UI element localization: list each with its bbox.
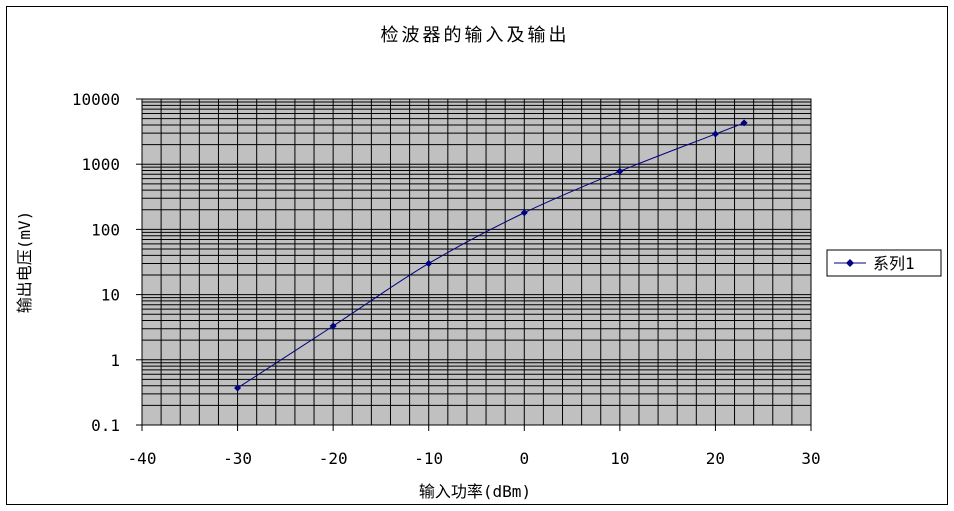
data-point (711, 130, 719, 138)
data-point (616, 167, 624, 175)
y-axis-label: 输出电压(mV) (15, 211, 34, 314)
y-axis: 0.1 1 10 100 1000 10000 (72, 90, 142, 435)
x-tick-label: -10 (414, 449, 443, 468)
x-axis: -40 -30 -20 -10 0 10 20 30 (128, 425, 821, 468)
plot-background (142, 99, 811, 425)
y-tick-label: 100 (91, 220, 120, 239)
y-tick-label: 0.1 (91, 416, 120, 435)
plot-area (141, 98, 812, 426)
y-tick-label: 1 (110, 351, 120, 370)
y-tick-label: 10000 (72, 90, 120, 109)
x-tick-label: -40 (128, 449, 157, 468)
data-point (520, 209, 528, 217)
x-tick-label: -30 (223, 449, 252, 468)
x-tick-label: 30 (801, 449, 820, 468)
plot-border (141, 98, 812, 426)
data-point (234, 384, 242, 392)
data-point (329, 322, 337, 330)
x-axis-label: 输入功率(dBm) (419, 482, 531, 501)
data-point (425, 259, 433, 267)
legend-marker (846, 259, 854, 267)
x-tick-label: 10 (610, 449, 629, 468)
data-point (740, 119, 748, 127)
y-tick-label: 1000 (81, 155, 120, 174)
legend: 系列1 (826, 249, 942, 277)
chart-title: 检波器的输入及输出 (381, 25, 570, 46)
y-tick-label: 10 (101, 286, 120, 305)
x-tick-label: -20 (319, 449, 348, 468)
legend-label: 系列1 (873, 254, 915, 273)
x-tick-label: 20 (706, 449, 725, 468)
series-layer (234, 119, 748, 392)
x-tick-label: 0 (519, 449, 529, 468)
